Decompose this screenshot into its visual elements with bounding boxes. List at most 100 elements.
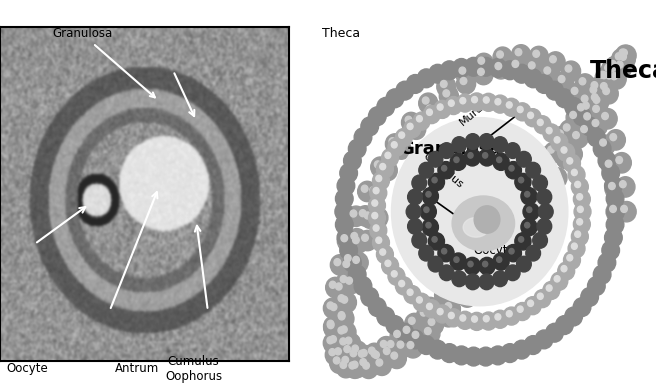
Circle shape: [518, 177, 523, 183]
Circle shape: [373, 172, 390, 190]
Circle shape: [472, 240, 491, 260]
Circle shape: [438, 279, 457, 299]
Circle shape: [373, 187, 379, 194]
Circle shape: [369, 298, 386, 316]
Circle shape: [597, 68, 616, 88]
Circle shape: [616, 49, 635, 70]
Text: Granulosa: Granulosa: [52, 27, 155, 97]
Circle shape: [571, 87, 578, 94]
Circle shape: [453, 263, 472, 283]
Circle shape: [531, 192, 550, 213]
Circle shape: [616, 156, 623, 163]
Circle shape: [489, 58, 506, 77]
Circle shape: [407, 289, 413, 296]
Circle shape: [560, 120, 579, 140]
Circle shape: [338, 295, 344, 302]
Circle shape: [327, 320, 334, 327]
Circle shape: [493, 253, 509, 270]
Circle shape: [577, 122, 596, 142]
Circle shape: [384, 337, 403, 357]
Circle shape: [512, 45, 531, 65]
Circle shape: [370, 184, 387, 202]
Circle shape: [472, 96, 478, 103]
Circle shape: [376, 359, 382, 366]
Circle shape: [546, 127, 552, 134]
Circle shape: [531, 170, 537, 177]
Circle shape: [602, 68, 621, 89]
Circle shape: [330, 353, 349, 373]
Circle shape: [493, 218, 500, 225]
Circle shape: [346, 277, 352, 284]
Circle shape: [445, 96, 462, 114]
Circle shape: [389, 138, 396, 145]
Text: Cumulus: Cumulus: [421, 151, 464, 190]
Circle shape: [391, 352, 398, 359]
Circle shape: [371, 157, 390, 177]
Circle shape: [380, 163, 386, 170]
Circle shape: [506, 191, 525, 212]
Circle shape: [397, 341, 403, 348]
Circle shape: [619, 49, 626, 56]
Circle shape: [516, 256, 531, 272]
Circle shape: [534, 290, 551, 308]
Circle shape: [417, 116, 422, 122]
Circle shape: [464, 347, 482, 366]
Circle shape: [340, 276, 347, 283]
Circle shape: [476, 260, 495, 281]
Circle shape: [323, 333, 342, 353]
Circle shape: [345, 337, 352, 344]
Circle shape: [530, 197, 537, 204]
Circle shape: [344, 255, 351, 262]
Circle shape: [607, 69, 626, 89]
Circle shape: [554, 276, 560, 282]
Circle shape: [417, 69, 435, 88]
Circle shape: [441, 299, 461, 319]
Circle shape: [373, 351, 379, 358]
Circle shape: [358, 230, 377, 251]
Circle shape: [592, 94, 598, 101]
Text: Theca: Theca: [321, 27, 360, 40]
Circle shape: [515, 49, 522, 56]
Circle shape: [344, 253, 361, 272]
Text: Oocyte: Oocyte: [474, 244, 515, 258]
Circle shape: [542, 170, 561, 191]
Circle shape: [392, 139, 411, 159]
Circle shape: [337, 228, 355, 247]
Circle shape: [501, 344, 519, 363]
Circle shape: [483, 316, 489, 322]
Circle shape: [423, 105, 440, 123]
Circle shape: [354, 128, 372, 147]
Circle shape: [409, 327, 428, 348]
Circle shape: [405, 116, 412, 123]
Circle shape: [525, 222, 530, 228]
Circle shape: [510, 216, 529, 236]
Circle shape: [407, 341, 414, 348]
Circle shape: [593, 96, 600, 103]
Circle shape: [386, 316, 403, 334]
Circle shape: [556, 316, 573, 334]
Circle shape: [450, 153, 466, 171]
Circle shape: [468, 152, 473, 158]
Circle shape: [575, 74, 594, 94]
Circle shape: [617, 45, 636, 65]
Circle shape: [421, 324, 440, 344]
Circle shape: [620, 53, 626, 60]
Circle shape: [491, 215, 510, 236]
Circle shape: [609, 61, 616, 68]
Circle shape: [495, 241, 514, 262]
Circle shape: [422, 101, 441, 122]
Circle shape: [508, 56, 527, 77]
Circle shape: [420, 309, 427, 316]
Circle shape: [579, 98, 598, 118]
Circle shape: [606, 201, 625, 222]
Circle shape: [505, 162, 522, 179]
Circle shape: [377, 337, 396, 357]
Circle shape: [338, 312, 345, 319]
Circle shape: [535, 196, 542, 203]
Circle shape: [491, 310, 508, 328]
Circle shape: [373, 234, 390, 252]
Circle shape: [454, 157, 459, 163]
Circle shape: [491, 59, 510, 79]
Circle shape: [573, 298, 591, 316]
Circle shape: [448, 312, 454, 319]
